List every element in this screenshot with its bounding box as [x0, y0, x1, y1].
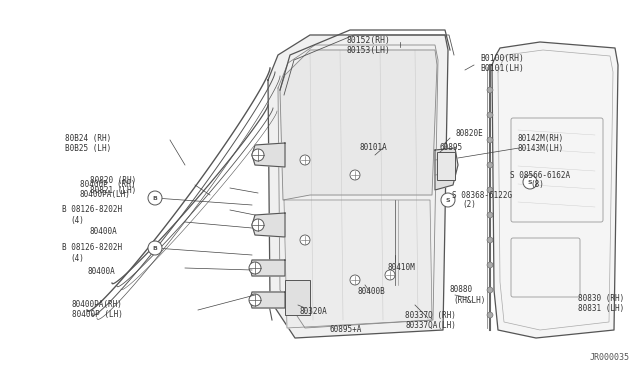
- Text: 80143M(LH): 80143M(LH): [518, 144, 564, 153]
- Text: (2): (2): [462, 201, 476, 209]
- Text: (RH&LH): (RH&LH): [453, 295, 485, 305]
- Circle shape: [300, 235, 310, 245]
- Text: B 08126-8202H: B 08126-8202H: [62, 205, 122, 215]
- Circle shape: [148, 241, 162, 255]
- Text: (4): (4): [70, 215, 84, 224]
- Circle shape: [487, 137, 493, 143]
- Polygon shape: [268, 35, 448, 338]
- Polygon shape: [492, 42, 618, 338]
- Text: 80400B: 80400B: [358, 288, 386, 296]
- Circle shape: [487, 237, 493, 243]
- Circle shape: [249, 262, 261, 274]
- Polygon shape: [250, 292, 285, 308]
- Polygon shape: [252, 143, 285, 167]
- Text: B0100(RH): B0100(RH): [480, 54, 524, 62]
- Circle shape: [252, 149, 264, 161]
- Text: 60895+A: 60895+A: [330, 326, 362, 334]
- Polygon shape: [284, 200, 432, 328]
- Text: S 08566-6162A: S 08566-6162A: [510, 170, 570, 180]
- Text: 80400A: 80400A: [90, 228, 118, 237]
- Text: 80152(RH): 80152(RH): [346, 35, 390, 45]
- Circle shape: [350, 170, 360, 180]
- Text: 80880: 80880: [450, 285, 473, 295]
- Text: S 08368-6122G: S 08368-6122G: [452, 190, 512, 199]
- Text: 80101A: 80101A: [360, 144, 388, 153]
- Circle shape: [385, 270, 395, 280]
- Circle shape: [487, 187, 493, 193]
- Text: 80153(LH): 80153(LH): [346, 45, 390, 55]
- Text: B: B: [152, 196, 157, 201]
- Text: 80820 (RH): 80820 (RH): [90, 176, 136, 185]
- Circle shape: [350, 275, 360, 285]
- Text: 80400PA(RH): 80400PA(RH): [72, 301, 123, 310]
- Circle shape: [487, 312, 493, 318]
- Text: B0101(LH): B0101(LH): [480, 64, 524, 73]
- Text: 80410M: 80410M: [388, 263, 416, 273]
- Text: (8): (8): [530, 180, 544, 189]
- Circle shape: [487, 87, 493, 93]
- Circle shape: [487, 212, 493, 218]
- Polygon shape: [250, 260, 285, 276]
- Text: 60895: 60895: [440, 144, 463, 153]
- Circle shape: [441, 193, 455, 207]
- Circle shape: [487, 112, 493, 118]
- Text: S: S: [528, 180, 532, 185]
- Text: 80831 (LH): 80831 (LH): [578, 304, 624, 312]
- Text: B: B: [152, 246, 157, 250]
- Text: 80400A: 80400A: [88, 267, 116, 276]
- Circle shape: [300, 155, 310, 165]
- Text: 80820E: 80820E: [455, 128, 483, 138]
- FancyBboxPatch shape: [285, 280, 310, 315]
- FancyBboxPatch shape: [437, 152, 455, 180]
- Polygon shape: [435, 148, 458, 190]
- Text: 80821 (LH): 80821 (LH): [90, 186, 136, 195]
- Polygon shape: [280, 50, 437, 200]
- Text: JR000035: JR000035: [590, 353, 630, 362]
- Circle shape: [249, 294, 261, 306]
- Text: 80400P  (RH): 80400P (RH): [80, 180, 136, 189]
- Text: 80B24 (RH): 80B24 (RH): [65, 134, 111, 142]
- Circle shape: [523, 175, 537, 189]
- Text: 80400PA(LH): 80400PA(LH): [80, 190, 131, 199]
- Text: S: S: [445, 198, 451, 202]
- Text: 80320A: 80320A: [300, 308, 328, 317]
- Text: 80337Q (RH): 80337Q (RH): [405, 311, 456, 320]
- Text: B0B25 (LH): B0B25 (LH): [65, 144, 111, 153]
- Text: 80400P (LH): 80400P (LH): [72, 311, 123, 320]
- Text: (4): (4): [70, 253, 84, 263]
- Text: 80337QA(LH): 80337QA(LH): [405, 321, 456, 330]
- Circle shape: [487, 287, 493, 293]
- Circle shape: [252, 219, 264, 231]
- Text: 80830 (RH): 80830 (RH): [578, 294, 624, 302]
- Circle shape: [487, 162, 493, 168]
- Circle shape: [487, 262, 493, 268]
- Circle shape: [148, 191, 162, 205]
- Text: 80142M(RH): 80142M(RH): [518, 134, 564, 142]
- Text: B 08126-8202H: B 08126-8202H: [62, 244, 122, 253]
- Polygon shape: [252, 213, 285, 237]
